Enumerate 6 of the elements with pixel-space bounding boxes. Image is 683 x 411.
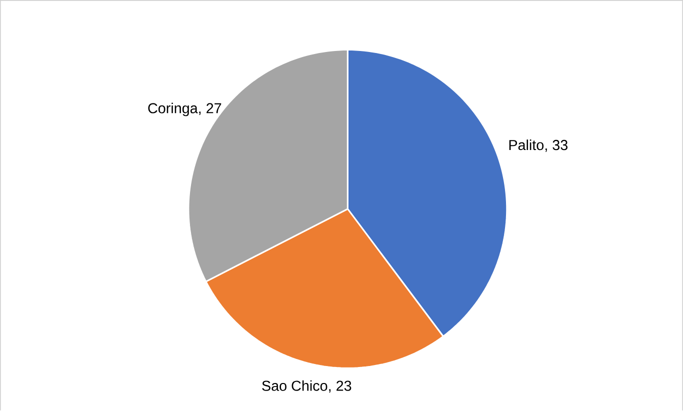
slice-label: Sao Chico [262, 380, 328, 392]
slice-label: Palito [509, 140, 544, 150]
data-label: , 33 [545, 140, 568, 152]
data-label: , 23 [329, 380, 352, 393]
slice-label: Coringa [148, 102, 198, 116]
data-label: , 27 [199, 103, 222, 116]
